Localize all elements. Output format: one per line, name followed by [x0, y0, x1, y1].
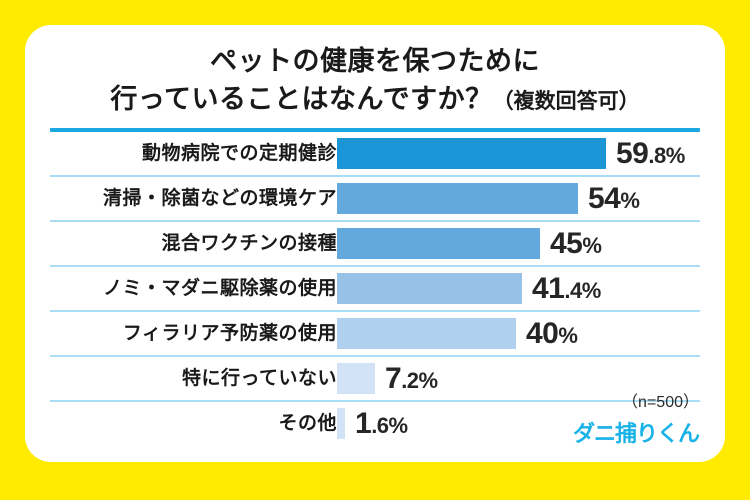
- chart-row: フィラリア予防薬の使用 40%: [50, 312, 700, 357]
- bar-value-label: 7.2%: [385, 357, 438, 400]
- bar-value-label: 41.4%: [532, 267, 601, 310]
- bar-value-fraction: %: [558, 322, 578, 348]
- bar-value-whole: 45: [550, 226, 583, 260]
- page-title-note: （複数回答可）: [492, 90, 640, 114]
- bar: [337, 182, 578, 214]
- bar-value-fraction: .8%: [648, 142, 685, 168]
- bar-value-whole: 41: [532, 271, 565, 305]
- chart-row-inner: 動物病院での定期健診 59.8%: [142, 132, 700, 175]
- chart-row: その他 1.6%: [50, 402, 700, 445]
- bar-category-label: フィラリア予防薬の使用: [122, 322, 337, 344]
- bar: [337, 407, 345, 439]
- sample-size-label: （n=500）: [622, 394, 699, 412]
- chart-row: 清掃・除菌などの環境ケア 54%: [50, 177, 700, 222]
- chart-row-inner: 特に行っていない 7.2%: [182, 357, 700, 400]
- brand-logo: ダニ捕りくん: [572, 422, 700, 447]
- bar-value-label: 59.8%: [616, 132, 685, 175]
- chart-row: 動物病院での定期健診 59.8%: [50, 132, 700, 177]
- page-title-main: 行っていることはなんですか？: [110, 84, 493, 115]
- bar-category-label: その他: [278, 412, 337, 434]
- bar-value-label: 45%: [550, 222, 602, 265]
- bar-value-label: 1.6%: [355, 402, 408, 445]
- bar-value-fraction: %: [582, 232, 602, 258]
- bar-value-whole: 7: [385, 361, 402, 395]
- chart-footer: （n=500） ダニ捕りくん: [572, 394, 700, 448]
- bar-value-label: 54%: [588, 177, 640, 220]
- bar-value-fraction: .2%: [401, 367, 438, 393]
- bar-category-label: 清掃・除菌などの環境ケア: [102, 187, 337, 209]
- bar-category-label: 混合ワクチンの接種: [161, 232, 337, 254]
- bar: [337, 362, 375, 394]
- page-title-line-2: 行っていることはなんですか？（複数回答可）: [25, 80, 725, 118]
- bar-value-label: 40%: [526, 312, 578, 355]
- bar-value-whole: 54: [588, 181, 621, 215]
- bar-chart: 動物病院での定期健診 59.8% 清掃・除菌などの環境ケア 54% 混合ワクチンの接種 4…: [50, 132, 700, 445]
- bar-value-fraction: .6%: [371, 412, 408, 438]
- chart-row-inner: ノミ・マダニ駆除薬の使用 41.4%: [103, 267, 700, 310]
- chart-row: 混合ワクチンの接種 45%: [50, 222, 700, 267]
- chart-row-inner: その他 1.6%: [278, 402, 700, 445]
- bar-value-whole: 59: [616, 136, 649, 170]
- bar-category-label: 動物病院での定期健診: [141, 142, 337, 164]
- page-title-line-1: ペットの健康を保つために: [210, 46, 540, 76]
- chart-row-inner: 清掃・除菌などの環境ケア 54%: [103, 177, 700, 220]
- bar-value-fraction: .4%: [564, 277, 601, 303]
- chart-row: ノミ・マダニ駆除薬の使用 41.4%: [50, 267, 700, 312]
- bar-value-whole: 40: [526, 316, 559, 350]
- infographic-card: ペットの健康を保つために 行っていることはなんですか？（複数回答可） 動物病院で…: [25, 25, 725, 462]
- bar: [337, 227, 540, 259]
- bar: [337, 272, 522, 304]
- chart-row: 特に行っていない 7.2%: [50, 357, 700, 402]
- bar-category-label: ノミ・マダニ駆除薬の使用: [102, 277, 337, 299]
- bar-category-label: 特に行っていない: [181, 367, 337, 389]
- title-block: ペットの健康を保つために 行っていることはなんですか？（複数回答可）: [25, 25, 725, 119]
- bar: [337, 317, 516, 349]
- bar-value-whole: 1: [355, 406, 372, 440]
- title-underline: [50, 127, 700, 132]
- bar: [337, 137, 606, 169]
- chart-row-inner: フィラリア予防薬の使用 40%: [123, 312, 700, 355]
- bar-value-fraction: %: [620, 187, 640, 213]
- chart-row-inner: 混合ワクチンの接種 45%: [161, 222, 700, 265]
